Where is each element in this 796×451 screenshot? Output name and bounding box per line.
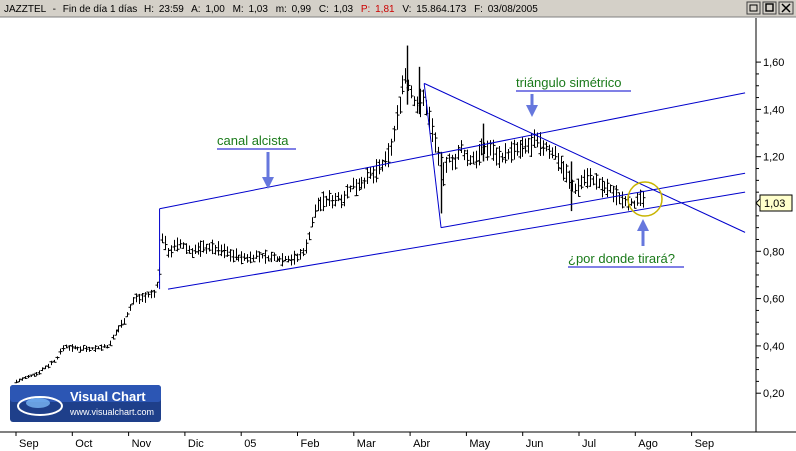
x-tick-label: Sep — [19, 438, 39, 450]
triangle-arrowhead-icon — [526, 105, 538, 117]
maximize-icon — [765, 3, 774, 12]
trendline-channel-upper — [159, 92, 746, 210]
price-axis: 0,200,400,600,801,001,201,401,60 — [756, 57, 784, 400]
open-value: 1,00 — [205, 4, 225, 15]
x-tick-label: Ago — [638, 438, 658, 450]
x-tick-label: Feb — [301, 438, 320, 450]
trendline-triangle-lower — [440, 172, 746, 229]
focus-circle — [627, 181, 663, 217]
y-tick-label: 1,60 — [763, 57, 784, 69]
logo-url: www.visualchart.com — [69, 407, 154, 417]
high-label: M: — [233, 4, 244, 15]
x-tick-label: Mar — [357, 438, 376, 450]
x-tick-label: Dic — [188, 438, 204, 450]
y-tick-label: 0,40 — [763, 341, 784, 353]
x-tick-label: May — [469, 438, 490, 450]
change-value: 1,81 — [375, 4, 395, 15]
change-label: P: — [361, 4, 370, 15]
x-tick-label: Nov — [132, 438, 152, 450]
last-price-value: 1,03 — [764, 198, 785, 210]
channel-annotation: canal alcista — [217, 133, 289, 148]
trendlines — [159, 82, 746, 290]
close-button[interactable] — [778, 1, 794, 15]
channel-arrowhead-icon — [262, 177, 274, 189]
visual-chart-logo: Visual Chart www.visualchart.com — [10, 385, 161, 422]
question-arrowhead-icon — [637, 219, 649, 231]
last-price-tag: 1,03 — [755, 194, 793, 212]
date-label: F: — [474, 4, 483, 15]
y-tick-label: 0,20 — [763, 388, 784, 400]
x-tick-label: Oct — [75, 438, 92, 450]
y-tick-label: 0,80 — [763, 246, 784, 258]
time-label: H: — [144, 4, 154, 15]
open-label: A: — [191, 4, 200, 15]
triangle-annotation: triángulo simétrico — [516, 75, 622, 90]
restore-icon — [749, 4, 758, 12]
close-value: 1,03 — [334, 4, 354, 15]
question-annotation: ¿por donde tirará? — [568, 251, 675, 266]
close-label: C: — [319, 4, 329, 15]
restore-button[interactable] — [746, 1, 761, 15]
date-value: 03/08/2005 — [488, 4, 538, 15]
high-value: 1,03 — [248, 4, 268, 15]
y-tick-label: 1,20 — [763, 152, 784, 164]
x-tick-label: Sep — [695, 438, 715, 450]
price-series — [14, 45, 646, 384]
low-value: 0,99 — [292, 4, 312, 15]
x-tick-label: Jun — [526, 438, 544, 450]
time-axis: Sep Oct Nov Dic 05 Feb Mar Abr May Jun Jul Ago Sep — [15, 432, 715, 450]
info-bar — [0, 0, 796, 17]
trendline-triangle-upper — [423, 82, 746, 233]
triangle-left-edge — [423, 83, 442, 228]
x-tick-label: Abr — [413, 438, 430, 450]
volume-value: 15.864.173 — [416, 4, 466, 15]
x-tick-label: 05 — [244, 438, 256, 450]
volume-label: V: — [402, 4, 411, 15]
separator: - — [53, 4, 56, 15]
time-value: 23:59 — [159, 4, 184, 15]
y-tick-label: 1,40 — [763, 104, 784, 116]
low-label: m: — [276, 4, 287, 15]
close-icon — [781, 3, 791, 13]
trendline-channel-lower — [167, 191, 746, 290]
logo-title: Visual Chart — [70, 389, 146, 404]
period: Fin de día 1 días — [63, 4, 138, 15]
y-tick-label: 0,60 — [763, 294, 784, 306]
symbol: JAZZTEL — [4, 4, 47, 15]
x-tick-label: Jul — [582, 438, 596, 450]
info-bar-text: JAZZTEL - Fin de día 1 días H: 23:59 A: … — [4, 4, 538, 15]
logo-swirl-icon — [17, 396, 63, 416]
maximize-button[interactable] — [762, 1, 777, 15]
